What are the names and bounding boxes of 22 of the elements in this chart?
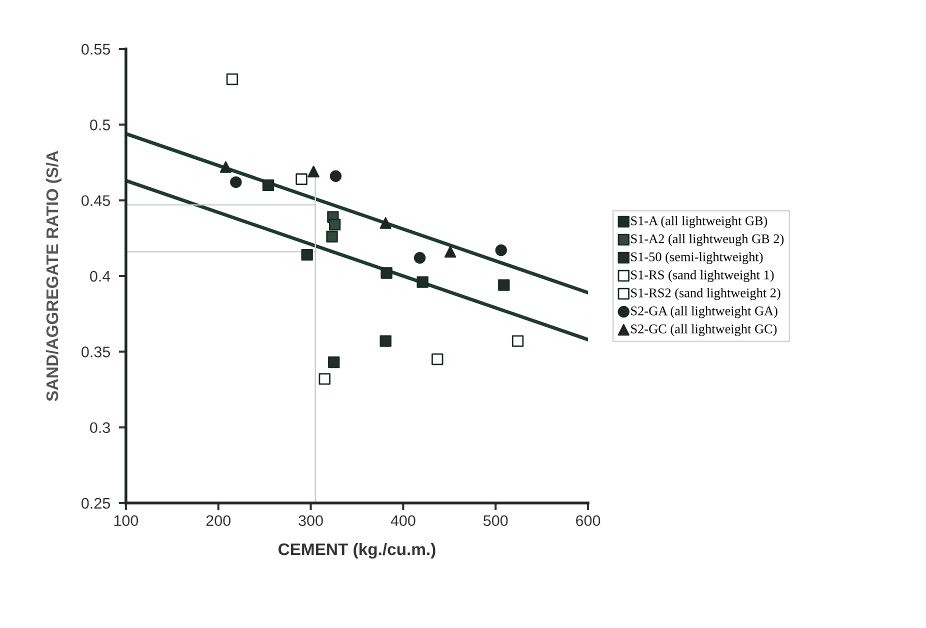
x-tick-label: 500 xyxy=(483,515,508,526)
y-tick-label: 0.5 xyxy=(90,120,110,130)
y-tick-label: 0.35 xyxy=(82,346,110,358)
x-tick-label: 300 xyxy=(298,515,323,526)
x-axis-title: CEMENT (kg./cu.m.) xyxy=(278,542,436,559)
legend-label: S2-GC (all lightweight GC) xyxy=(631,324,777,336)
y-tick-label: 0.3 xyxy=(90,422,110,434)
y-tick-label: 0.4 xyxy=(90,270,110,282)
legend-label: S1-50 (semi-lightweight) xyxy=(631,252,763,264)
legend-label: S1-A2 (all lightweugh GB 2) xyxy=(631,234,784,246)
y-tick-label: 0.25 xyxy=(82,498,110,509)
y-tick-label: 0.45 xyxy=(82,195,110,206)
x-tick-label: 200 xyxy=(206,515,230,526)
legend-label: S2-GA (all lightweight GA) xyxy=(631,306,778,318)
legend-label: S1-A (all lightweight GB) xyxy=(631,216,768,228)
legend-label: S1-RS2 (sand lightweight 2) xyxy=(631,288,780,300)
y-tick-label: 0.55 xyxy=(82,44,110,55)
legend-label: S1-RS (sand lightweight 1) xyxy=(631,270,774,282)
y-axis-title: SAND/AGGREGATE RATIO (S/A xyxy=(46,150,62,402)
x-tick-label: 400 xyxy=(390,515,416,526)
x-tick-label: 600 xyxy=(576,515,600,526)
x-tick-label: 100 xyxy=(114,515,138,526)
